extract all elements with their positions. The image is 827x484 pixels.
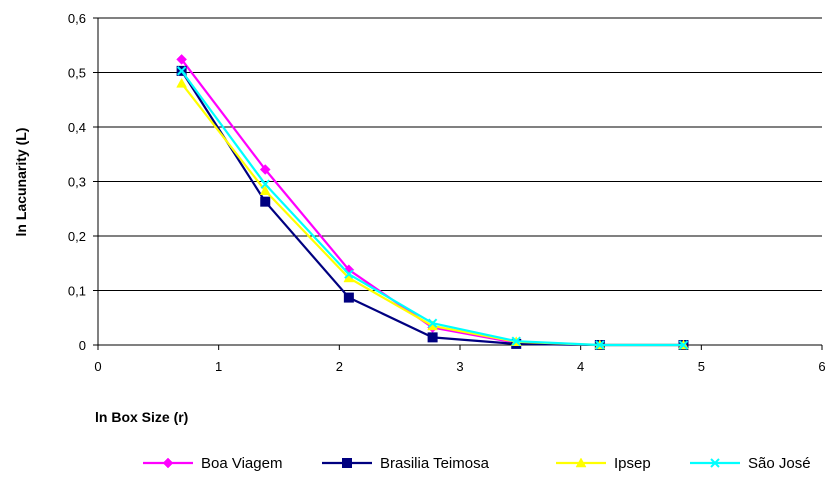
- y-tick-label: 0: [79, 338, 86, 353]
- legend-item: Ipsep: [556, 455, 651, 472]
- data-point: [344, 269, 354, 279]
- legend-marker: [575, 457, 587, 468]
- legend: Boa Viagem Brasilia Teimosa Ipsep São José: [143, 455, 811, 472]
- x-tick-label: 2: [336, 359, 343, 374]
- y-tick-label: 0,4: [68, 120, 86, 135]
- x-tick-label: 4: [577, 359, 584, 374]
- x-tick-label: 3: [456, 359, 463, 374]
- series-line: [180, 70, 684, 347]
- legend-marker: [342, 458, 352, 468]
- legend-marker: [162, 457, 174, 469]
- y-tick-label: 0,2: [68, 229, 86, 244]
- data-point: [176, 54, 187, 65]
- data-point: [595, 340, 605, 350]
- data-point: [259, 164, 271, 175]
- legend-item: São José: [690, 455, 811, 472]
- x-axis-title: ln Box Size (r): [95, 409, 188, 425]
- legend-item: Brasilia Teimosa: [322, 455, 490, 472]
- data-point: [343, 292, 354, 303]
- series-line: [180, 82, 684, 347]
- data-point: [260, 179, 270, 189]
- y-axis-title: ln Lacunarity (L): [13, 128, 29, 237]
- legend-label: Ipsep: [614, 455, 651, 472]
- data-point: [511, 336, 521, 346]
- x-tick-label: 6: [818, 359, 825, 374]
- x-tick-label: 1: [215, 359, 222, 374]
- legend-label: São José: [748, 455, 811, 472]
- x-axis-ticks: 0 1 2 3 4 5 6: [94, 345, 826, 374]
- y-tick-label: 0,3: [68, 175, 86, 190]
- data-point: [176, 77, 188, 88]
- y-tick-label: 0,1: [68, 284, 86, 299]
- data-point: [260, 196, 271, 207]
- x-tick-label: 5: [698, 359, 705, 374]
- series-line: [180, 58, 684, 347]
- data-point: [176, 66, 187, 76]
- series-sao-jose: [176, 66, 689, 350]
- legend-label: Boa Viagem: [201, 455, 282, 472]
- y-tick-label: 0,6: [68, 11, 86, 26]
- plot-area: [176, 54, 689, 351]
- data-point: [678, 340, 689, 350]
- series-brasilia-teimosa: [176, 65, 689, 350]
- data-point: [427, 318, 438, 328]
- series-boa-viagem: [176, 54, 689, 351]
- y-tick-label: 0,5: [68, 66, 86, 81]
- data-point: [427, 332, 438, 343]
- legend-label: Brasilia Teimosa: [380, 455, 490, 472]
- series-line: [180, 70, 684, 347]
- data-point: [259, 185, 271, 196]
- grid-lines: [98, 17, 822, 291]
- legend-marker: [710, 458, 720, 468]
- x-tick-label: 0: [94, 359, 101, 374]
- series-ipsep: [176, 77, 689, 350]
- y-axis-ticks: 0 0,1 0,2 0,3 0,4 0,5 0,6: [68, 11, 98, 353]
- legend-item: Boa Viagem: [143, 455, 282, 472]
